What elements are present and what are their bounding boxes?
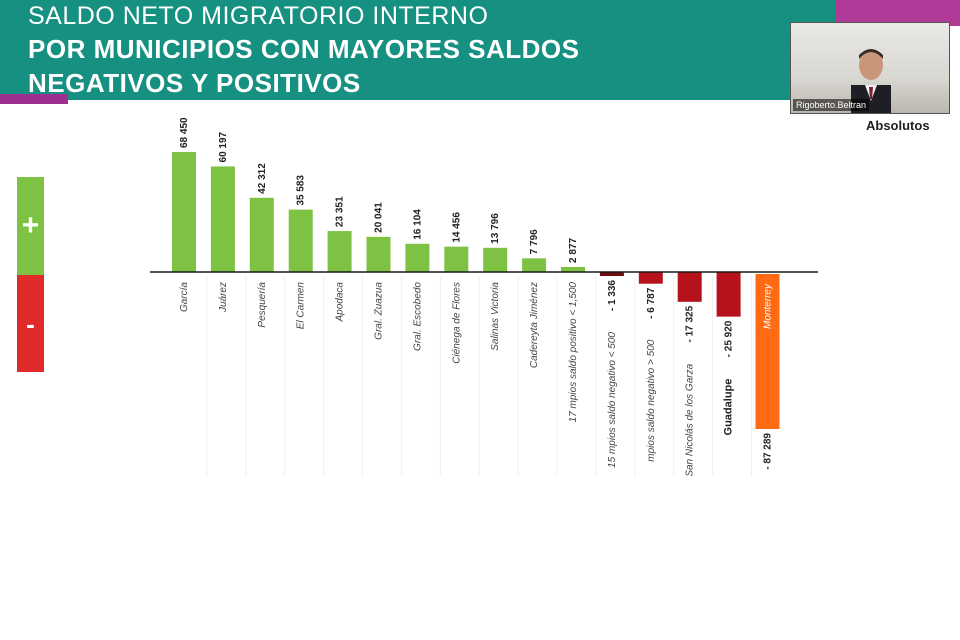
category-label: Ciénega de Flores [451,282,462,364]
slide-title-line-3: NEGATIVOS Y POSITIVOS [28,68,361,98]
bar [561,266,585,272]
category-label: García [179,282,190,312]
minus-icon: - [26,309,35,339]
data-label: 35 583 [296,175,307,206]
data-label: 68 450 [179,117,190,148]
bar [327,231,352,272]
category-label: Apodaca [335,282,346,323]
category-label: Cadereyta Jiménez [529,282,540,368]
category-label: 15 mpios saldo negativo < 500 [607,332,618,468]
bar [210,166,235,272]
data-label: 60 197 [218,131,229,162]
category-label: Gral. Escobedo [412,282,423,351]
bar [483,247,508,272]
bar [405,243,430,272]
data-label: 42 312 [257,163,268,194]
bar [755,274,780,429]
bar [172,152,196,272]
data-label: - 25 920 [724,320,735,357]
data-label: - 1 336 [607,280,618,312]
negative-legend-box: - [17,275,44,372]
bar [444,246,469,272]
bar [249,197,274,272]
data-label: 16 104 [412,209,423,240]
data-label: 20 041 [374,202,385,233]
data-label: - 87 289 [763,433,774,470]
data-label: 7 796 [529,229,540,254]
category-label: Gral. Zuazua [374,282,385,340]
bar [716,272,741,317]
data-label: 2 877 [568,237,579,262]
title-banner [0,0,835,100]
banner-corner-decoration [835,0,960,26]
bar [638,272,663,284]
category-label: El Carmen [296,282,307,330]
slide-title-line-1: SALDO NETO MIGRATORIO INTERNO [28,2,489,30]
category-label: San Nicolás de los Garza [685,363,696,476]
data-label: 13 796 [490,213,501,244]
data-label: - 6 787 [646,287,657,319]
plus-icon: + [21,209,40,242]
data-label: - 17 325 [685,305,696,342]
category-label: Salinas Victoria [490,282,501,351]
data-label: 14 456 [451,212,462,243]
participant-video-tile[interactable]: Rigoberto.Beltran [790,22,950,114]
category-label: 17 mpios saldo positivo < 1,500 [568,282,579,423]
data-label: 23 351 [335,196,346,227]
bar [288,209,313,272]
category-label: Juárez [218,282,229,313]
unit-label: Absolutos [866,118,930,133]
bar [677,272,702,302]
category-label: Pesquería [257,282,268,328]
banner-accent-stripe [0,94,68,104]
bar [599,272,624,276]
bar [366,236,391,272]
participant-name-tag: Rigoberto.Beltran [793,99,870,111]
category-label: Monterrey [763,283,774,329]
slide-title-line-2: POR MUNICIPIOS CON MAYORES SALDOS [28,34,580,64]
category-label: mpios saldo negativo > 500 [646,339,657,461]
bar-chart: 68 450 García 60 197 Juárez 42 312 Pesquería 3… [150,117,818,476]
positive-legend-box: + [17,177,44,275]
category-label: Guadalupe [723,379,735,436]
bar [522,258,547,272]
